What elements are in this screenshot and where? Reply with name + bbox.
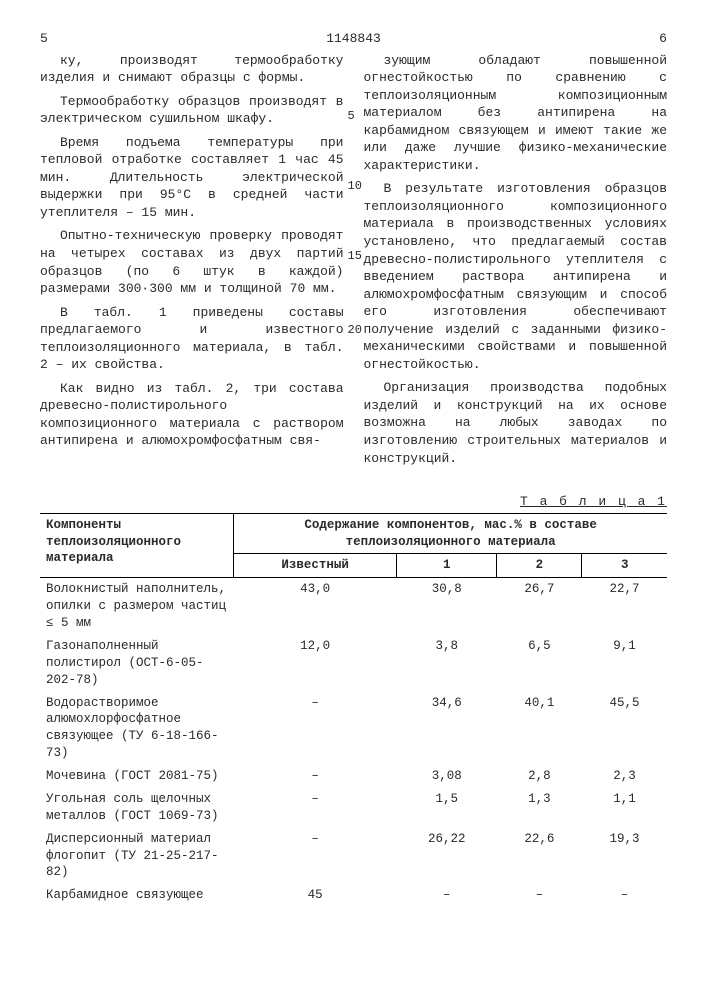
- row-label: Мочевина (ГОСТ 2081-75): [40, 765, 234, 788]
- paragraph: ку, производят термообработку изделия и …: [40, 52, 344, 87]
- header: 5 1148843 6: [40, 30, 667, 48]
- line-number: 10: [348, 178, 362, 194]
- line-number: 15: [348, 248, 362, 264]
- paragraph: В результате изготовления образцов тепло…: [364, 180, 668, 373]
- table-row: Дисперсионный материал флогопит (ТУ 21-2…: [40, 828, 667, 885]
- table-body: Волокнистый наполнитель, опилки с размер…: [40, 578, 667, 907]
- table-caption: Т а б л и ц а 1: [40, 493, 667, 511]
- table-head-group: Содержание компонентов, мас.% в составе …: [234, 513, 667, 554]
- table-row: Водорастворимое алюмохлорфосфатное связу…: [40, 692, 667, 766]
- cell-value: 40,1: [497, 692, 582, 766]
- cell-value: 6,5: [497, 635, 582, 692]
- paragraph: Опытно-техническую проверку проводят на …: [40, 227, 344, 297]
- col-3: 3: [582, 554, 667, 578]
- cell-value: 1,5: [397, 788, 497, 828]
- paragraph: Термообработку образцов производят в эле…: [40, 93, 344, 128]
- table-row: Угольная соль щелочных металлов (ГОСТ 10…: [40, 788, 667, 828]
- line-number: 5: [348, 108, 355, 124]
- cell-value: 2,8: [497, 765, 582, 788]
- col-2: 2: [497, 554, 582, 578]
- left-column: ку, производят термообработку изделия и …: [40, 52, 344, 474]
- cell-value: 3,08: [397, 765, 497, 788]
- cell-value: 9,1: [582, 635, 667, 692]
- composition-table: Компоненты теплоизоляционного материала …: [40, 513, 667, 908]
- cell-value: 22,6: [497, 828, 582, 885]
- cell-value: –: [582, 884, 667, 907]
- line-number: 20: [348, 322, 362, 338]
- cell-value: 2,3: [582, 765, 667, 788]
- page-left: 5: [40, 30, 48, 48]
- cell-value: 34,6: [397, 692, 497, 766]
- table-row: Карбамидное связующее45–––: [40, 884, 667, 907]
- cell-value: 43,0: [234, 578, 397, 635]
- cell-value: –: [234, 765, 397, 788]
- cell-value: 30,8: [397, 578, 497, 635]
- row-label: Волокнистый наполнитель, опилки с размер…: [40, 578, 234, 635]
- cell-value: 26,22: [397, 828, 497, 885]
- row-label: Угольная соль щелочных металлов (ГОСТ 10…: [40, 788, 234, 828]
- row-label: Карбамидное связующее: [40, 884, 234, 907]
- table-head-components: Компоненты теплоизоляционного материала: [40, 513, 234, 578]
- text-columns: ку, производят термообработку изделия и …: [40, 52, 667, 474]
- cell-value: –: [234, 788, 397, 828]
- cell-value: –: [234, 692, 397, 766]
- row-label: Дисперсионный материал флогопит (ТУ 21-2…: [40, 828, 234, 885]
- table-row: Мочевина (ГОСТ 2081-75)–3,082,82,3: [40, 765, 667, 788]
- cell-value: 3,8: [397, 635, 497, 692]
- cell-value: 45,5: [582, 692, 667, 766]
- cell-value: 1,1: [582, 788, 667, 828]
- paragraph: В табл. 1 приведены составы предлагаемог…: [40, 304, 344, 374]
- cell-value: –: [234, 828, 397, 885]
- col-1: 1: [397, 554, 497, 578]
- cell-value: 45: [234, 884, 397, 907]
- paragraph: Как видно из табл. 2, три состава древес…: [40, 380, 344, 450]
- row-label: Водорастворимое алюмохлорфосфатное связу…: [40, 692, 234, 766]
- cell-value: –: [397, 884, 497, 907]
- right-column: зующим обладают повышенной огнестойкость…: [364, 52, 668, 474]
- cell-value: –: [497, 884, 582, 907]
- cell-value: 12,0: [234, 635, 397, 692]
- paragraph: Организация производства подобных издели…: [364, 379, 668, 467]
- paragraph: зующим обладают повышенной огнестойкость…: [364, 52, 668, 175]
- table-row: Газонаполненный полистирол (ОСТ-6-05-202…: [40, 635, 667, 692]
- cell-value: 19,3: [582, 828, 667, 885]
- page-right: 6: [659, 30, 667, 48]
- table-row: Волокнистый наполнитель, опилки с размер…: [40, 578, 667, 635]
- paragraph: Время подъема температуры при тепловой о…: [40, 134, 344, 222]
- cell-value: 26,7: [497, 578, 582, 635]
- cell-value: 22,7: [582, 578, 667, 635]
- col-known: Известный: [234, 554, 397, 578]
- doc-number: 1148843: [326, 30, 381, 48]
- cell-value: 1,3: [497, 788, 582, 828]
- row-label: Газонаполненный полистирол (ОСТ-6-05-202…: [40, 635, 234, 692]
